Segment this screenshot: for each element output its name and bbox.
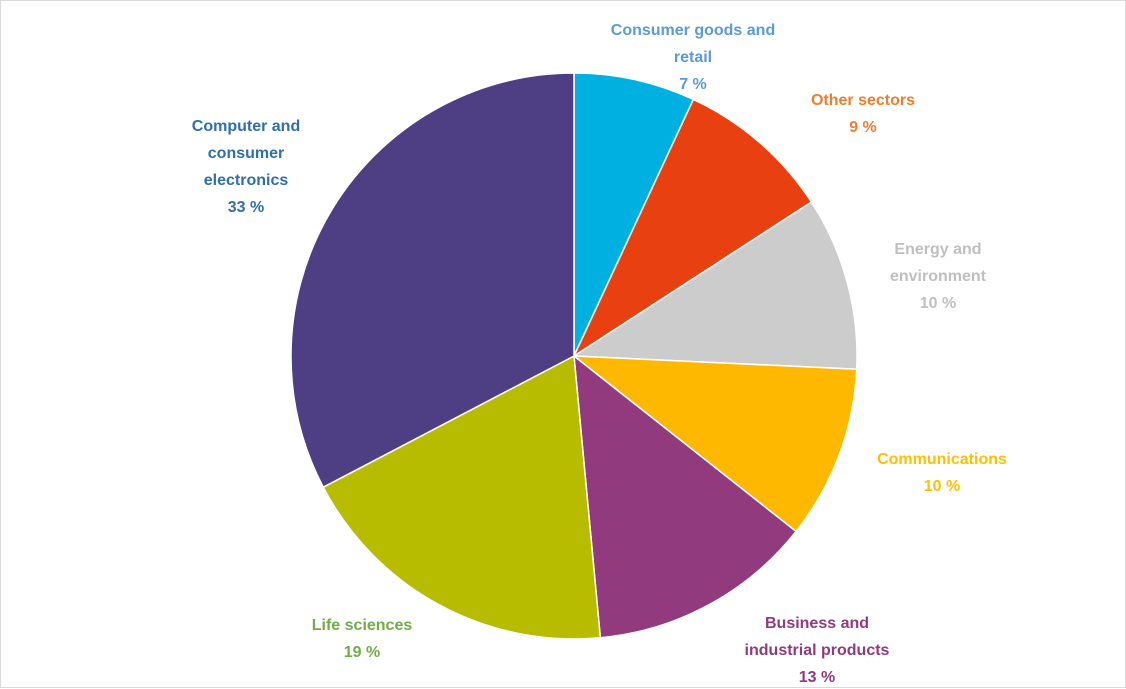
slices-layer xyxy=(290,72,858,640)
slice-value-label: 13 % xyxy=(799,669,835,686)
slice-category-label: Business and xyxy=(765,615,869,632)
pie-slice-energy-and-environment xyxy=(571,200,858,370)
slice-value-label: 10 % xyxy=(920,295,956,312)
labels-layer: Consumer goods and retail 7 % Other sectors… xyxy=(192,22,1007,686)
slice-label-business-and-industrial-products: Business and industrial products 13 % xyxy=(745,615,890,686)
slice-label-consumer-goods-and-retail: Consumer goods and retail 7 % xyxy=(611,22,775,93)
pie-slice-other-sectors xyxy=(572,98,813,359)
slice-category-label: consumer xyxy=(208,145,284,162)
slice-category-label: Consumer goods and xyxy=(611,22,775,39)
slice-label-communications: Communications 10 % xyxy=(877,451,1007,495)
slice-category-label: Life sciences xyxy=(312,617,413,634)
slice-value-label: 10 % xyxy=(924,478,960,495)
pie-slice-life-sciences xyxy=(322,354,602,640)
pie-slice-communications xyxy=(571,355,858,533)
slice-value-label: 19 % xyxy=(344,644,380,661)
slice-value-label: 33 % xyxy=(228,199,264,216)
slice-label-life-sciences: Life sciences 19 % xyxy=(312,617,413,661)
pie-slice-computer-and-consumer-electronics xyxy=(290,72,575,489)
pie-slice-business-and-industrial-products xyxy=(573,354,798,639)
slice-category-label: Other sectors xyxy=(811,92,915,109)
slice-label-energy-and-environment: Energy and environment 10 % xyxy=(890,241,987,312)
slice-category-label: retail xyxy=(674,49,712,66)
slice-value-label: 7 % xyxy=(679,76,707,93)
slice-value-label: 9 % xyxy=(849,119,877,136)
pie-slice-consumer-goods-and-retail xyxy=(573,72,695,357)
slice-category-label: environment xyxy=(890,268,987,285)
slice-label-computer-and-consumer-electronics: Computer and consumer electronics 33 % xyxy=(192,118,300,216)
slice-category-label: electronics xyxy=(204,172,289,189)
slice-category-label: industrial products xyxy=(745,642,890,659)
slice-category-label: Communications xyxy=(877,451,1007,468)
slice-label-other-sectors: Other sectors 9 % xyxy=(811,92,915,136)
slice-category-label: Computer and xyxy=(192,118,300,135)
slice-category-label: Energy and xyxy=(894,241,981,258)
